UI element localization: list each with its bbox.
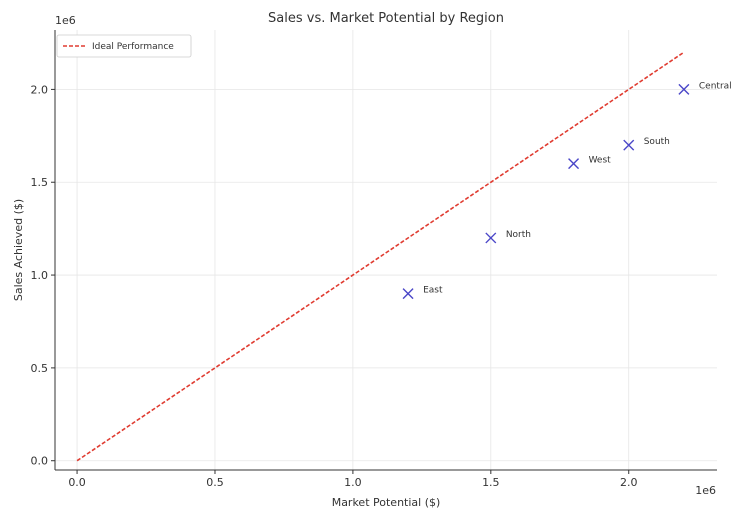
point-label-east: East (423, 286, 443, 296)
x-tick-label: 2.0 (620, 476, 638, 489)
reference-line-group (76, 51, 685, 462)
y-tick-label: 1.0 (31, 269, 49, 282)
axes (54, 30, 717, 471)
x-tick-label: 0.0 (68, 476, 86, 489)
ticks: 0.0 0.5 1.0 1.5 2.0 0.0 0.5 1.0 1.5 2.0 (31, 83, 638, 489)
data-point-east (402, 288, 414, 300)
point-label-south: South (644, 137, 670, 147)
data-points (402, 83, 690, 300)
legend-box (56, 34, 192, 58)
x-tick-label: 1.5 (482, 476, 500, 489)
y-offset-label: 1e6 (55, 14, 76, 27)
y-tick-label: 0.0 (31, 455, 49, 468)
data-point-south (623, 139, 635, 151)
data-point-west (568, 158, 580, 170)
chart-title: Sales vs. Market Potential by Region (268, 11, 504, 26)
y-tick-label: 0.5 (31, 362, 49, 375)
grid (55, 30, 717, 470)
y-axis-title: Sales Achieved ($) (12, 199, 25, 301)
data-point-north (485, 232, 497, 244)
point-label-central: Central (699, 81, 732, 91)
reference-line-ideal-performance (76, 51, 685, 462)
x-offset-label: 1e6 (695, 484, 716, 497)
y-tick-label: 1.5 (31, 176, 49, 189)
x-tick-label: 1.0 (344, 476, 362, 489)
point-labels: East North West South Central (423, 81, 732, 295)
legend-label-ideal-performance: Ideal Performance (92, 42, 174, 52)
data-point-central (678, 83, 690, 95)
point-label-west: West (589, 156, 612, 166)
legend: Ideal Performance (56, 34, 192, 58)
y-tick-label: 2.0 (31, 83, 49, 96)
point-label-north: North (506, 230, 531, 240)
x-axis-title: Market Potential ($) (332, 496, 441, 509)
x-tick-label: 0.5 (206, 476, 224, 489)
